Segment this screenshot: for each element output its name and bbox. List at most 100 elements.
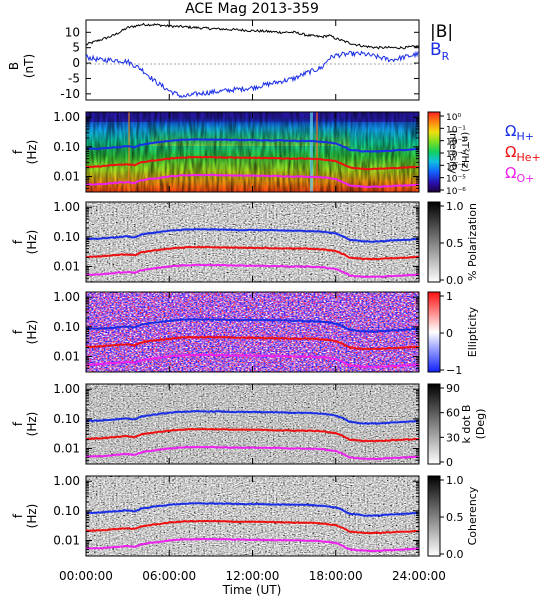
- polarization-cbar-label: % Polarization: [466, 203, 479, 281]
- mag-ytick-label: 5: [72, 41, 80, 55]
- kdotb-cbar-label: k dot B: [460, 405, 473, 444]
- omega-he-curve: [85, 335, 420, 351]
- omega-o-curve: [85, 445, 419, 461]
- cbar-tick-label: 10⁰: [446, 113, 461, 123]
- cbar-tick-label: 60: [446, 407, 460, 420]
- time-axis-label: Time (UT): [222, 583, 282, 597]
- omega-he-label: ΩHe+: [505, 143, 541, 164]
- freq-ytick-label: 1.00: [53, 290, 80, 304]
- freq-ylabel: f: [11, 329, 25, 334]
- cbar-tick-label: 10⁻⁵: [446, 175, 466, 185]
- ellipticity-panel: Ellipticity: [85, 291, 479, 373]
- mag-y-ticks: 10 50-5 -10: [60, 25, 419, 101]
- omega-he-curve: [85, 427, 420, 443]
- freq-ylabel-units: (Hz): [25, 320, 39, 345]
- coherency-cbar-label: Coherency: [466, 486, 479, 545]
- omega-o-curve: [85, 173, 420, 189]
- mag-ytick-label: -10: [60, 87, 80, 101]
- freq-ytick-label: 0.01: [53, 170, 80, 184]
- omega-h-curve: [85, 228, 420, 243]
- cbar-tick-label: 0.5: [446, 511, 464, 524]
- time-tick-label: 00:00:00: [59, 569, 113, 583]
- freq-ylabel-units: (Hz): [25, 230, 39, 255]
- omega-h-curve: [85, 318, 419, 333]
- time-tick-label: 12:00:00: [226, 569, 280, 583]
- legend-b-r: BR: [430, 40, 450, 63]
- kdotb-cbar-units: (Deg): [474, 409, 487, 440]
- omega-o-curve: [85, 263, 420, 279]
- intensity-cbar-units: (nT²/Hz): [459, 132, 470, 172]
- freq-ytick-label: 0.10: [53, 412, 80, 426]
- coherency-colorbar: [427, 475, 441, 557]
- omega-h-curve: [85, 137, 420, 153]
- omega-h-label: ΩH+: [505, 122, 534, 143]
- mag-ylabel-units: (nT): [22, 54, 36, 78]
- time-tick-label: 06:00:00: [142, 569, 196, 583]
- cbar-tick-label: 0.5: [446, 237, 464, 250]
- time-tick-label: 18:00:00: [309, 569, 363, 583]
- mag-panel: 10 50-5 -10 B (nT) |B| BR: [7, 19, 453, 101]
- freq-ylabel: f: [11, 421, 25, 426]
- cbar-tick-label: 1.0: [446, 474, 464, 487]
- cbar-tick-label: 10⁻¹: [446, 125, 466, 135]
- chart-title: ACE Mag 2013-359: [185, 1, 319, 17]
- freq-ylabel: f: [11, 513, 25, 518]
- freq-ytick-label: 1.00: [53, 382, 80, 396]
- b-r-line: [85, 50, 420, 99]
- freq-ytick-label: 0.10: [53, 140, 80, 154]
- omega-he-curve: [85, 519, 419, 535]
- mag-ytick-label: 0: [72, 56, 80, 70]
- intensity-cbar-label: Intensity: [447, 130, 458, 174]
- ellipticity-colorbar: [427, 291, 441, 373]
- freq-ylabel: f: [11, 239, 25, 244]
- intensity-colorbar: [427, 111, 441, 193]
- freq-ylabel-units: (Hz): [25, 504, 39, 529]
- freq-ytick-label: 0.10: [53, 504, 80, 518]
- cbar-tick-label: 0.0: [446, 274, 464, 287]
- cbar-tick-label: 90: [446, 382, 460, 395]
- cbar-tick-label: 30: [446, 431, 460, 444]
- polarization-colorbar: [427, 201, 441, 283]
- freq-ylabel-units: (Hz): [25, 412, 39, 437]
- omega-he-curve: [85, 155, 420, 171]
- freq-ytick-label: 1.00: [53, 110, 80, 124]
- omega-h-curve: [85, 410, 420, 425]
- mag-ytick-label: -5: [68, 71, 80, 85]
- time-tick-label: 24:00:00: [392, 569, 446, 583]
- mag-ytick-label: 10: [65, 25, 80, 39]
- freq-ylabel: f: [11, 149, 25, 154]
- cbar-tick-label: 0: [446, 456, 453, 469]
- freq-ytick-label: 1.00: [53, 474, 80, 488]
- freq-ytick-label: 0.01: [53, 350, 80, 364]
- cbar-tick-label: 1.0: [446, 200, 464, 213]
- cbar-tick-label: 0: [446, 327, 453, 340]
- cbar-tick-label: 1: [446, 290, 453, 303]
- cbar-tick-label: 10⁻⁶: [446, 187, 466, 197]
- freq-ytick-label: 0.01: [53, 534, 80, 548]
- freq-ytick-label: 0.10: [53, 320, 80, 334]
- dynamic-layer: 1.000.100.01f (Hz)10⁰10⁻¹10⁻²10⁻³10⁻⁴10⁻⁵…: [11, 20, 466, 561]
- freq-ytick-label: 1.00: [53, 200, 80, 214]
- legend-b-total: |B|: [430, 22, 453, 42]
- cbar-tick-label: 10⁻⁴: [446, 162, 466, 172]
- cbar-tick-label: 0.0: [446, 548, 464, 561]
- omega-he-curve: [85, 245, 420, 261]
- omega-o-label: ΩO+: [505, 164, 534, 185]
- freq-ytick-label: 0.01: [53, 260, 80, 274]
- freq-ytick-label: 0.10: [53, 230, 80, 244]
- cbar-tick-label: −1: [446, 364, 462, 377]
- cbar-tick-label: 10⁻²: [446, 138, 466, 148]
- omega-o-curve: [85, 353, 420, 369]
- intensity-panel: Intensity (nT²/Hz) ΩH+ ΩHe+ ΩO+: [85, 111, 541, 193]
- omega-h-curve: [85, 502, 420, 517]
- mag-ylabel: B: [7, 62, 21, 70]
- time-axis: 00:00:00 06:00:00 12:00:00 18:00:00 24:00:00: [59, 569, 446, 583]
- b-total-line: [85, 22, 420, 50]
- freq-ytick-label: 0.01: [53, 442, 80, 456]
- cbar-tick-label: 10⁻³: [446, 150, 466, 160]
- kdotb-colorbar: [427, 383, 441, 465]
- omega-o-curve: [85, 537, 420, 553]
- ellipticity-cbar-label: Ellipticity: [466, 306, 479, 357]
- freq-ylabel-units: (Hz): [25, 140, 39, 165]
